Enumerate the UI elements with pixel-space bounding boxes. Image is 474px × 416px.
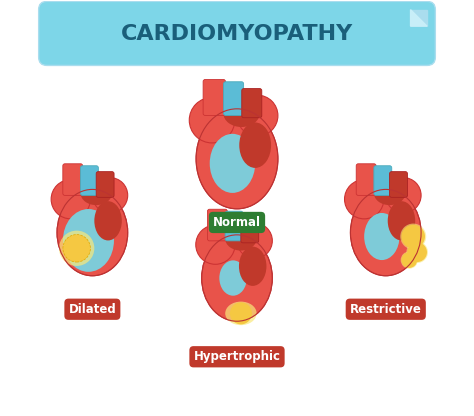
FancyBboxPatch shape	[390, 172, 408, 197]
Circle shape	[230, 302, 252, 324]
Ellipse shape	[350, 189, 421, 276]
Text: Hypertrophic: Hypertrophic	[193, 350, 281, 363]
Ellipse shape	[201, 235, 273, 321]
Ellipse shape	[59, 230, 94, 266]
FancyBboxPatch shape	[241, 217, 259, 243]
Polygon shape	[410, 10, 427, 26]
Ellipse shape	[92, 178, 128, 213]
FancyBboxPatch shape	[356, 164, 376, 196]
Ellipse shape	[237, 223, 273, 258]
Ellipse shape	[223, 100, 260, 127]
Ellipse shape	[57, 189, 128, 276]
Ellipse shape	[94, 201, 122, 240]
Ellipse shape	[219, 260, 247, 296]
Ellipse shape	[364, 213, 400, 260]
FancyBboxPatch shape	[39, 1, 435, 65]
Ellipse shape	[374, 181, 405, 205]
Ellipse shape	[345, 180, 384, 219]
Ellipse shape	[386, 178, 421, 213]
Polygon shape	[410, 10, 427, 26]
Ellipse shape	[239, 247, 266, 286]
FancyBboxPatch shape	[225, 211, 243, 241]
Ellipse shape	[225, 302, 256, 325]
Ellipse shape	[63, 209, 114, 272]
Ellipse shape	[406, 241, 428, 263]
Ellipse shape	[51, 180, 91, 219]
Ellipse shape	[239, 122, 271, 168]
FancyBboxPatch shape	[81, 166, 99, 196]
Ellipse shape	[401, 251, 418, 269]
Text: Normal: Normal	[213, 216, 261, 229]
FancyBboxPatch shape	[203, 79, 226, 115]
Text: Restrictive: Restrictive	[350, 303, 422, 316]
Ellipse shape	[400, 223, 426, 250]
Ellipse shape	[189, 97, 235, 143]
Text: CARDIOMYOPATHY: CARDIOMYOPATHY	[121, 24, 353, 44]
Circle shape	[401, 252, 417, 268]
Ellipse shape	[237, 95, 278, 136]
FancyBboxPatch shape	[96, 172, 114, 197]
FancyBboxPatch shape	[208, 209, 228, 241]
Ellipse shape	[225, 227, 256, 250]
Circle shape	[401, 225, 425, 248]
FancyBboxPatch shape	[242, 89, 262, 118]
Ellipse shape	[196, 225, 235, 264]
Ellipse shape	[196, 109, 278, 209]
Ellipse shape	[388, 201, 415, 240]
Ellipse shape	[81, 181, 112, 205]
FancyBboxPatch shape	[63, 164, 82, 196]
FancyBboxPatch shape	[224, 82, 244, 115]
FancyBboxPatch shape	[374, 166, 392, 196]
Circle shape	[407, 243, 427, 262]
Text: Dilated: Dilated	[69, 303, 116, 316]
Ellipse shape	[210, 134, 255, 193]
Circle shape	[63, 235, 91, 262]
